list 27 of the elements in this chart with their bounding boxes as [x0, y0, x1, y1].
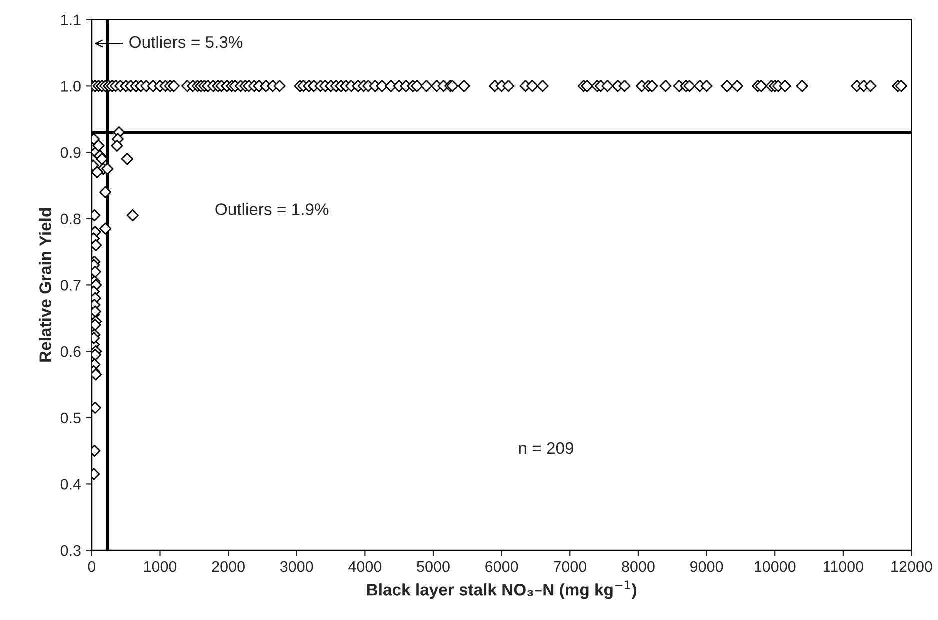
x-tick-label: 10000 — [755, 561, 796, 572]
x-axis-title: Black layer stalk NO₃–N (mg kg$^{−1}$) — [367, 580, 636, 600]
x-tick-label: 6000 — [486, 561, 518, 572]
annotation: n = 209 — [519, 442, 574, 454]
y-tick-label: 0.6 — [60, 346, 81, 358]
y-axis-title: Relative Grain Yield — [39, 208, 52, 362]
annotation: Outliers = 1.9% — [216, 203, 329, 216]
y-tick-label: 1.1 — [61, 14, 81, 26]
y-tick-label: 0.3 — [60, 545, 81, 556]
y-tick-label: 0.9 — [60, 147, 81, 158]
x-tick-label: 3000 — [280, 561, 314, 572]
x-tick-label: 4000 — [348, 561, 382, 572]
x-tick-label: 0 — [88, 561, 96, 572]
y-tick-label: 0.5 — [60, 412, 81, 424]
x-tick-label: 8000 — [622, 561, 655, 572]
y-tick-label: 0.7 — [60, 280, 81, 291]
y-tick-label: 0.8 — [60, 214, 81, 225]
y-tick-label: 1.0 — [61, 81, 81, 92]
x-tick-label: 12000 — [892, 561, 932, 572]
x-tick-label: 5000 — [417, 561, 450, 572]
x-tick-label: 2000 — [212, 561, 245, 572]
x-tick-label: 7000 — [554, 561, 587, 572]
x-tick-label: 9000 — [690, 561, 724, 572]
y-tick-label: 0.4 — [60, 479, 82, 490]
x-tick-label: 11000 — [824, 561, 864, 572]
annotation: Outliers = 5.3% — [130, 36, 243, 48]
x-tick-label: 1000 — [144, 561, 177, 572]
